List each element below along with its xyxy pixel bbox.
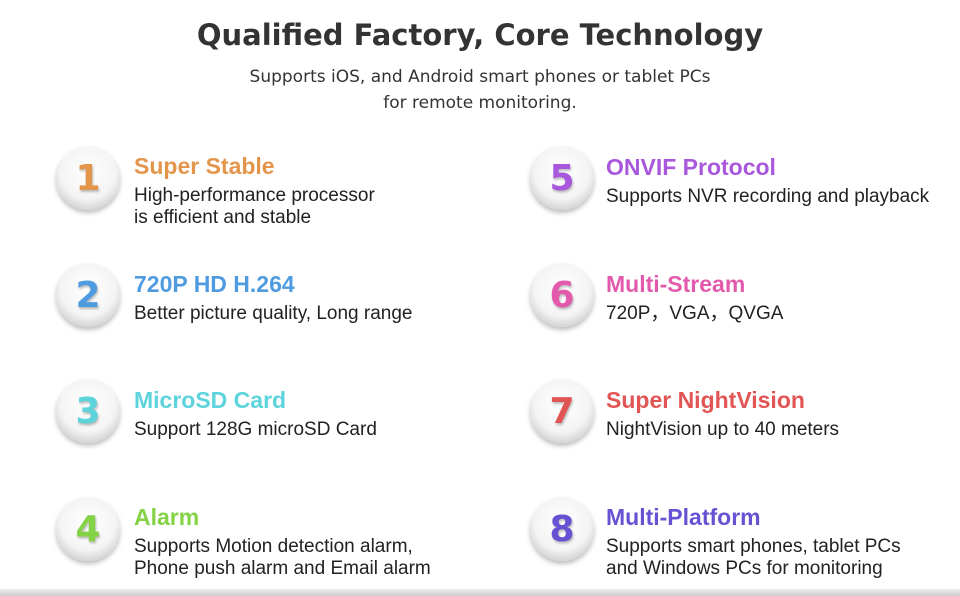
number-badge: 2 [56, 263, 120, 327]
number: 5 [549, 157, 575, 199]
feature-title: 720P HD H.264 [134, 271, 295, 297]
number-badge: 1 [56, 146, 120, 210]
feature-title: Multi-Stream [606, 271, 746, 297]
feature-title: Alarm [134, 504, 200, 530]
subtitle-line: Supports iOS, and Android smart phones o… [249, 67, 711, 87]
feature-description: Phone push alarm and Email alarm [134, 558, 431, 579]
number-badge: 4 [56, 497, 120, 561]
feature-title: MicroSD Card [134, 387, 287, 413]
feature-description: NightVision up to 40 meters [606, 419, 840, 440]
number: 2 [75, 274, 101, 316]
number: 7 [549, 390, 575, 432]
feature-description: Supports smart phones, tablet PCs [606, 536, 901, 557]
number-badge: 3 [56, 379, 120, 443]
number-badge: 5 [530, 146, 594, 210]
page-title: Qualified Factory, Core Technology [196, 18, 764, 52]
number: 6 [549, 274, 575, 316]
feature-title: Super NightVision [606, 387, 805, 413]
feature-description: Supports NVR recording and playback [606, 186, 930, 207]
feature-description: Better picture quality, Long range [134, 303, 413, 324]
feature-description: and Windows PCs for monitoring [606, 558, 883, 579]
number-badge: 6 [530, 263, 594, 327]
feature-description: Support 128G microSD Card [134, 419, 377, 440]
feature-description: High-performance processor [134, 185, 375, 206]
subtitle-line: for remote monitoring. [383, 93, 577, 113]
feature-description: 720P，VGA，QVGA [606, 303, 784, 324]
feature-title: Super Stable [134, 153, 275, 179]
feature-description: is efficient and stable [134, 207, 312, 228]
feature-description: Supports Motion detection alarm, [134, 536, 413, 557]
feature-title: Multi-Platform [606, 504, 761, 530]
number-badge: 7 [530, 379, 594, 443]
number-badge: 8 [530, 497, 594, 561]
bottom-bar [0, 589, 960, 596]
number: 1 [75, 157, 101, 199]
feature-title: ONVIF Protocol [606, 154, 776, 180]
number: 8 [549, 508, 575, 550]
number: 3 [75, 390, 101, 432]
number: 4 [75, 508, 101, 550]
